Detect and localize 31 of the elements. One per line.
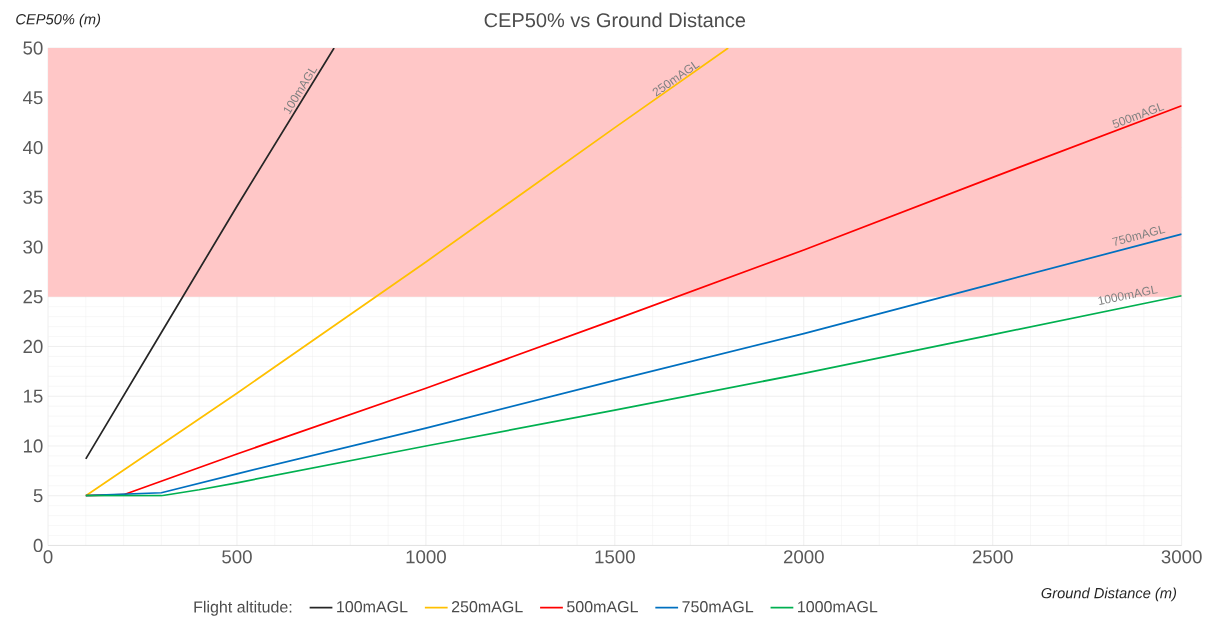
y-tick-label: 15 [23,389,43,403]
x-tick-label: 1500 [595,550,635,564]
y-tick-label: 5 [33,489,43,503]
legend-label: 500mAGL [567,601,638,613]
annotation: 750mAGL [1112,225,1166,246]
annotation: 1000mAGL [1098,285,1158,306]
x-tick-label: 1000 [406,550,446,564]
legend-label: 100mAGL [337,601,408,613]
x-tick-label: 500 [222,550,252,564]
y-tick-label: 40 [22,140,43,155]
y-tick-label: 50 [23,41,43,55]
y-tick-label: 10 [23,439,43,453]
line-series [84,48,335,460]
legend-label: 750mAGL [682,601,754,613]
legend-title: Flight altitude: [194,600,292,616]
x-tick-label: 0 [43,550,53,564]
legend-label: 1000mAGL [798,601,878,613]
y-tick-label: 30 [23,240,43,254]
y-tick-label: 20 [23,339,43,354]
line-series [84,48,730,497]
x-tick-label: 2000 [783,550,824,564]
y-tick-label: 45 [22,91,43,105]
y-axis-title: CEP50% (m) [16,13,101,28]
chart-title: CEP50% vs Ground Distance [484,12,746,28]
y-tick-label: 35 [23,190,43,204]
x-tick-label: 2500 [972,550,1013,564]
x-axis-title: Ground Distance (m) [1041,587,1177,602]
x-tick-label: 3000 [1161,550,1202,564]
y-tick-label: 0 [33,538,43,553]
legend-label: 250mAGL [451,601,523,613]
y-tick-label: 25 [23,290,43,304]
